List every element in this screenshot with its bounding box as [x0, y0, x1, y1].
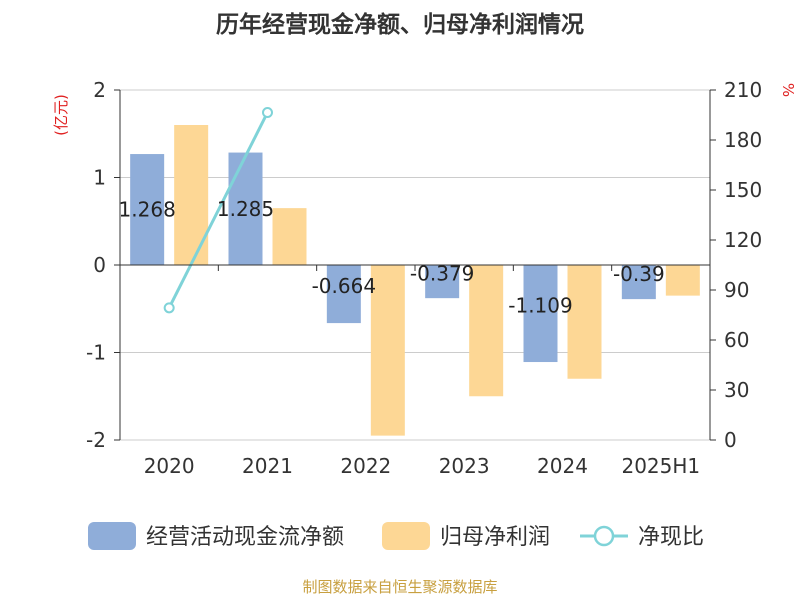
bar	[326, 265, 361, 324]
left-axis: 2 1 0 -1 -2 (亿元)	[52, 78, 121, 452]
legend-label: 归母净利润	[440, 525, 550, 550]
bar-data-label: -0.379	[410, 262, 474, 286]
left-tick-label: 1	[93, 166, 106, 190]
x-tick-label: 2021	[242, 454, 293, 478]
bar	[228, 152, 263, 265]
left-axis-unit: (亿元)	[52, 94, 70, 136]
line-point	[163, 302, 175, 314]
bar-data-label: -1.109	[508, 294, 572, 318]
bar-data-label: -0.664	[312, 274, 376, 298]
x-tick-label: 2025H1	[621, 454, 700, 478]
line-point	[262, 107, 273, 118]
left-tick-label: -2	[86, 428, 106, 452]
bar	[174, 125, 209, 265]
bar	[621, 265, 656, 300]
bar	[130, 154, 165, 265]
legend: 经营活动现金流净额 归母净利润 净现比	[88, 522, 704, 550]
right-tick-label: 180	[724, 128, 762, 152]
line-path	[167, 111, 269, 309]
x-tick-label: 2020	[144, 454, 195, 478]
bar-data-label: -0.39	[613, 262, 665, 286]
bar	[665, 265, 700, 296]
line-series	[163, 107, 273, 314]
right-tick-label: 150	[724, 178, 762, 202]
right-tick-label: 210	[724, 78, 762, 102]
legend-marker	[593, 525, 615, 547]
bar	[272, 208, 307, 265]
right-tick-label: 90	[724, 278, 749, 302]
right-tick-label: 120	[724, 228, 762, 252]
right-tick-label: 60	[724, 328, 749, 352]
bar-data-label: 1.285	[217, 197, 274, 221]
bar	[370, 265, 405, 436]
x-tick-label: 2023	[439, 454, 490, 478]
x-tick-label: 2024	[537, 454, 588, 478]
source-note: 制图数据来自恒生聚源数据库	[302, 578, 497, 596]
right-tick-label: 30	[724, 378, 749, 402]
bar	[425, 265, 460, 299]
x-tick-label: 2022	[340, 454, 391, 478]
bar-data-label: 1.268	[119, 198, 176, 222]
bar	[523, 265, 558, 363]
legend-swatch	[88, 522, 136, 550]
bar-data-labels: 1.268 1.285 -0.664 -0.379 -1.109 -0.39	[119, 197, 665, 318]
left-tick-label: -1	[86, 341, 106, 365]
right-tick-label: 0	[724, 428, 737, 452]
bar	[469, 265, 504, 397]
x-axis: 2020 2021 2022 2023 2024 2025H1	[119, 264, 711, 478]
bar	[567, 265, 602, 379]
chart-title: 历年经营现金净额、归母净利润情况	[216, 11, 584, 38]
left-tick-label: 0	[93, 253, 106, 277]
right-axis-unit: %	[779, 83, 797, 97]
left-tick-label: 2	[93, 78, 106, 102]
right-axis: 210 180 150 120 90 60 30 0%	[709, 78, 797, 452]
legend-label: 经营活动现金流净额	[146, 525, 344, 550]
legend-swatch	[382, 522, 430, 550]
legend-label: 净现比	[638, 525, 704, 550]
